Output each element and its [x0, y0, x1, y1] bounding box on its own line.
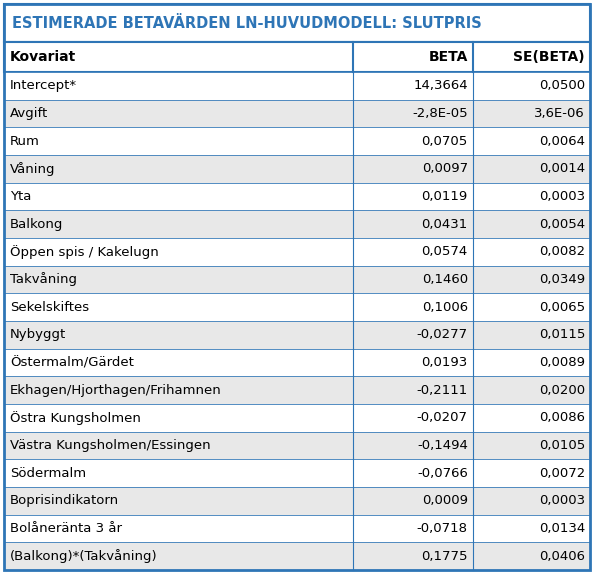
- Text: 0,0097: 0,0097: [422, 162, 468, 175]
- Text: Yta: Yta: [10, 190, 31, 203]
- Bar: [4, 210, 590, 238]
- Text: 0,0009: 0,0009: [422, 494, 468, 507]
- Text: 0,0014: 0,0014: [539, 162, 585, 175]
- Text: 0,0082: 0,0082: [539, 245, 585, 258]
- Text: 0,0072: 0,0072: [539, 467, 585, 480]
- Bar: [4, 542, 590, 570]
- Text: Rum: Rum: [10, 135, 40, 148]
- Bar: [4, 404, 590, 432]
- Bar: [4, 266, 590, 293]
- Text: Västra Kungsholmen/Essingen: Västra Kungsholmen/Essingen: [10, 439, 211, 452]
- Bar: [4, 155, 590, 183]
- Text: 3,6E-06: 3,6E-06: [534, 107, 585, 120]
- Bar: [4, 515, 590, 542]
- Text: Balkong: Balkong: [10, 218, 64, 231]
- Text: Nybyggt: Nybyggt: [10, 328, 67, 342]
- Text: 0,0119: 0,0119: [422, 190, 468, 203]
- Text: (Balkong)*(Takvåning): (Balkong)*(Takvåning): [10, 549, 157, 563]
- Text: -0,1494: -0,1494: [417, 439, 468, 452]
- Text: 0,0406: 0,0406: [539, 550, 585, 563]
- Text: 0,0500: 0,0500: [539, 79, 585, 92]
- Bar: [4, 377, 590, 404]
- Bar: [4, 4, 590, 42]
- Text: Avgift: Avgift: [10, 107, 48, 120]
- Text: Östermalm/Gärdet: Östermalm/Gärdet: [10, 356, 134, 369]
- Text: Boprisindikatorn: Boprisindikatorn: [10, 494, 119, 507]
- Bar: [4, 72, 590, 100]
- Text: 0,0105: 0,0105: [539, 439, 585, 452]
- Text: BETA: BETA: [428, 50, 468, 64]
- Text: Takvåning: Takvåning: [10, 273, 77, 286]
- Bar: [4, 321, 590, 348]
- Text: 0,0200: 0,0200: [539, 383, 585, 397]
- Text: Södermalm: Södermalm: [10, 467, 86, 480]
- Text: 0,0134: 0,0134: [539, 522, 585, 535]
- Text: -2,8E-05: -2,8E-05: [412, 107, 468, 120]
- Text: 0,0086: 0,0086: [539, 412, 585, 424]
- Text: -0,0207: -0,0207: [417, 412, 468, 424]
- Text: 0,0003: 0,0003: [539, 494, 585, 507]
- Text: Sekelskiftes: Sekelskiftes: [10, 301, 89, 313]
- Text: 0,1775: 0,1775: [421, 550, 468, 563]
- Text: 0,0064: 0,0064: [539, 135, 585, 148]
- Text: 0,0431: 0,0431: [422, 218, 468, 231]
- Text: 0,0054: 0,0054: [539, 218, 585, 231]
- Bar: [4, 238, 590, 266]
- Text: 0,0349: 0,0349: [539, 273, 585, 286]
- Text: Bolåneränta 3 år: Bolåneränta 3 år: [10, 522, 122, 535]
- Text: Öppen spis / Kakelugn: Öppen spis / Kakelugn: [10, 245, 159, 259]
- Bar: [4, 42, 590, 72]
- Text: Östra Kungsholmen: Östra Kungsholmen: [10, 411, 141, 425]
- Bar: [4, 348, 590, 377]
- Bar: [4, 459, 590, 487]
- Text: -0,0277: -0,0277: [416, 328, 468, 342]
- Bar: [4, 432, 590, 459]
- Bar: [4, 293, 590, 321]
- Text: 0,0705: 0,0705: [422, 135, 468, 148]
- Text: -0,2111: -0,2111: [416, 383, 468, 397]
- Bar: [4, 487, 590, 515]
- Bar: [4, 183, 590, 210]
- Text: -0,0766: -0,0766: [417, 467, 468, 480]
- Text: ESTIMERADE BETAVÄRDEN LN-HUVUDMODELL: SLUTPRIS: ESTIMERADE BETAVÄRDEN LN-HUVUDMODELL: SL…: [12, 15, 482, 30]
- Bar: [4, 100, 590, 127]
- Text: 0,1460: 0,1460: [422, 273, 468, 286]
- Text: 0,0065: 0,0065: [539, 301, 585, 313]
- Text: Intercept*: Intercept*: [10, 79, 77, 92]
- Text: Kovariat: Kovariat: [10, 50, 76, 64]
- Text: 14,3664: 14,3664: [413, 79, 468, 92]
- Text: SE(BETA): SE(BETA): [513, 50, 585, 64]
- Text: 0,0089: 0,0089: [539, 356, 585, 369]
- Text: -0,0718: -0,0718: [417, 522, 468, 535]
- Bar: [4, 127, 590, 155]
- Text: 0,0193: 0,0193: [422, 356, 468, 369]
- Text: 0,0574: 0,0574: [422, 245, 468, 258]
- Text: Ekhagen/Hjorthagen/Frihamnen: Ekhagen/Hjorthagen/Frihamnen: [10, 383, 222, 397]
- Text: Våning: Våning: [10, 162, 55, 176]
- Text: 0,1006: 0,1006: [422, 301, 468, 313]
- Text: 0,0115: 0,0115: [539, 328, 585, 342]
- Text: 0,0003: 0,0003: [539, 190, 585, 203]
